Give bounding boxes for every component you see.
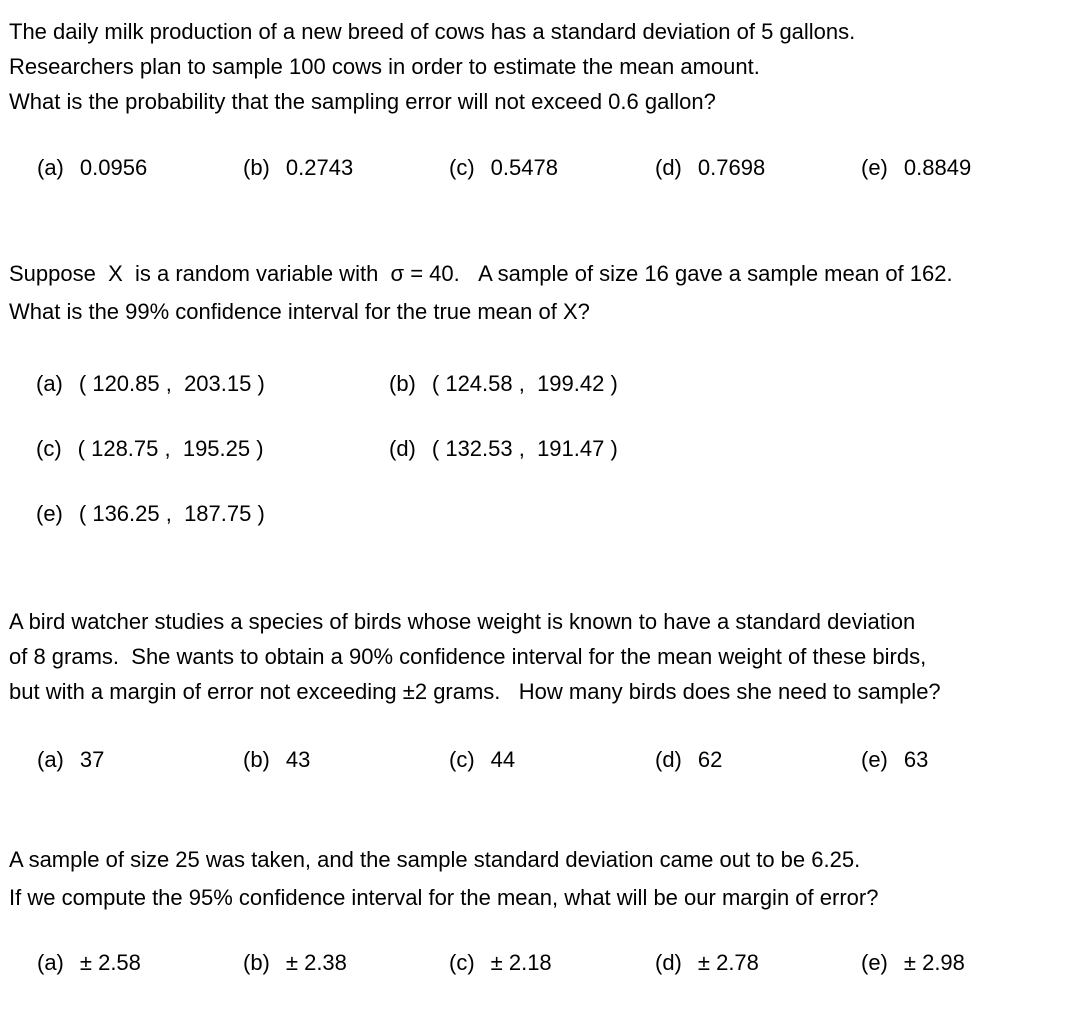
question-2-options: (a) ( 120.85 , 203.15 ) (b) ( 124.58 , 1… bbox=[9, 369, 1084, 529]
option-label: (d) bbox=[655, 747, 682, 772]
option-label: (e) bbox=[861, 747, 888, 772]
question-4-option-d: (d) ± 2.78 bbox=[655, 950, 861, 976]
question-1: The daily milk production of a new breed… bbox=[9, 14, 1084, 119]
question-3-options: (a) 37 (b) 43 (c) 44 (d) 62 (e) 63 bbox=[9, 745, 1084, 775]
option-value: 44 bbox=[490, 747, 516, 772]
option-value: ( 136.25 , 187.75 ) bbox=[78, 501, 265, 526]
question-2-options-row-2: (c) ( 128.75 , 195.25 ) (d) ( 132.53 , 1… bbox=[36, 434, 1084, 464]
option-label: (c) bbox=[449, 747, 475, 772]
question-2-option-a: (a) ( 120.85 , 203.15 ) bbox=[36, 371, 389, 397]
option-label: (a) bbox=[36, 371, 63, 396]
option-label: (b) bbox=[243, 950, 270, 975]
question-3-option-d: (d) 62 bbox=[655, 747, 861, 773]
question-1-option-d: (d) 0.7698 bbox=[655, 155, 861, 181]
option-value: 63 bbox=[903, 747, 929, 772]
option-value: ± 2.18 bbox=[490, 950, 552, 975]
question-1-option-c: (c) 0.5478 bbox=[449, 155, 655, 181]
option-value: ( 128.75 , 195.25 ) bbox=[77, 436, 264, 461]
question-2-options-row-1: (a) ( 120.85 , 203.15 ) (b) ( 124.58 , 1… bbox=[36, 369, 1084, 399]
question-2-option-b: (b) ( 124.58 , 199.42 ) bbox=[389, 371, 742, 397]
option-value: ± 2.78 bbox=[697, 950, 759, 975]
question-1-option-a: (a) 0.0956 bbox=[37, 155, 243, 181]
question-2: Suppose X is a random variable with σ = … bbox=[9, 255, 1084, 331]
question-4-option-e: (e) ± 2.98 bbox=[861, 950, 965, 976]
option-label: (c) bbox=[449, 950, 475, 975]
question-2-options-row-3: (e) ( 136.25 , 187.75 ) bbox=[36, 499, 1084, 529]
option-label: (b) bbox=[389, 371, 416, 396]
question-3: A bird watcher studies a species of bird… bbox=[9, 604, 1084, 709]
option-label: (a) bbox=[37, 155, 64, 180]
question-1-options: (a) 0.0956 (b) 0.2743 (c) 0.5478 (d) 0.7… bbox=[9, 153, 1084, 183]
option-value: ± 2.98 bbox=[903, 950, 965, 975]
option-value: 0.5478 bbox=[490, 155, 558, 180]
question-3-option-c: (c) 44 bbox=[449, 747, 655, 773]
option-label: (a) bbox=[37, 747, 64, 772]
question-4-option-c: (c) ± 2.18 bbox=[449, 950, 655, 976]
question-4-options: (a) ± 2.58 (b) ± 2.38 (c) ± 2.18 (d) ± 2… bbox=[9, 948, 1084, 978]
option-value: 37 bbox=[79, 747, 105, 772]
question-1-option-e: (e) 0.8849 bbox=[861, 155, 971, 181]
question-2-option-c: (c) ( 128.75 , 195.25 ) bbox=[36, 436, 389, 462]
option-label: (c) bbox=[449, 155, 475, 180]
option-label: (d) bbox=[655, 950, 682, 975]
question-3-option-e: (e) 63 bbox=[861, 747, 928, 773]
option-value: 62 bbox=[697, 747, 723, 772]
question-4-line-2: If we compute the 95% confidence interva… bbox=[9, 885, 879, 910]
option-label: (c) bbox=[36, 436, 62, 461]
option-label: (a) bbox=[37, 950, 64, 975]
option-value: ( 124.58 , 199.42 ) bbox=[431, 371, 618, 396]
question-4-option-a: (a) ± 2.58 bbox=[37, 950, 243, 976]
option-value: ± 2.38 bbox=[285, 950, 347, 975]
option-value: ( 132.53 , 191.47 ) bbox=[431, 436, 618, 461]
question-2-option-d: (d) ( 132.53 , 191.47 ) bbox=[389, 436, 742, 462]
question-4-line-1: A sample of size 25 was taken, and the s… bbox=[9, 847, 861, 872]
question-1-line-3: What is the probability that the samplin… bbox=[9, 89, 716, 114]
option-label: (d) bbox=[389, 436, 416, 461]
question-3-line-2: of 8 grams. She wants to obtain a 90% co… bbox=[9, 644, 927, 669]
option-value: 0.8849 bbox=[903, 155, 972, 180]
question-2-option-e: (e) ( 136.25 , 187.75 ) bbox=[36, 501, 389, 527]
question-3-line-3: but with a margin of error not exceeding… bbox=[9, 679, 941, 704]
option-label: (b) bbox=[243, 747, 270, 772]
question-3-option-b: (b) 43 bbox=[243, 747, 449, 773]
option-label: (d) bbox=[655, 155, 682, 180]
option-value: 43 bbox=[285, 747, 311, 772]
question-2-line-2: What is the 99% confidence interval for … bbox=[9, 299, 590, 324]
question-1-option-b: (b) 0.2743 bbox=[243, 155, 449, 181]
option-label: (e) bbox=[861, 950, 888, 975]
option-label: (e) bbox=[861, 155, 888, 180]
option-value: 0.7698 bbox=[697, 155, 766, 180]
option-label: (b) bbox=[243, 155, 270, 180]
question-3-line-1: A bird watcher studies a species of bird… bbox=[9, 609, 916, 634]
question-4-option-b: (b) ± 2.38 bbox=[243, 950, 449, 976]
option-label: (e) bbox=[36, 501, 63, 526]
question-1-line-1: The daily milk production of a new breed… bbox=[9, 19, 856, 44]
option-value: ± 2.58 bbox=[79, 950, 141, 975]
option-value: 0.2743 bbox=[285, 155, 354, 180]
option-value: ( 120.85 , 203.15 ) bbox=[78, 371, 265, 396]
question-3-option-a: (a) 37 bbox=[37, 747, 243, 773]
question-1-line-2: Researchers plan to sample 100 cows in o… bbox=[9, 54, 760, 79]
question-4: A sample of size 25 was taken, and the s… bbox=[9, 841, 1084, 917]
option-value: 0.0956 bbox=[79, 155, 148, 180]
question-2-line-1: Suppose X is a random variable with σ = … bbox=[9, 261, 953, 286]
worksheet-page: The daily milk production of a new breed… bbox=[9, 14, 1084, 978]
